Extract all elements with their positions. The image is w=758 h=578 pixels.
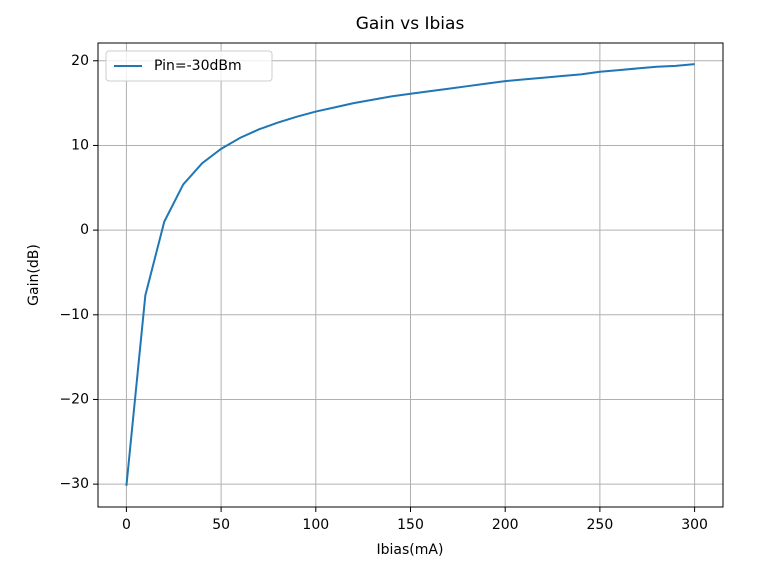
y-tick-label: 0 (80, 222, 89, 238)
x-tick-label: 0 (122, 517, 131, 533)
x-tick-label: 250 (587, 517, 614, 533)
y-tick-label: −10 (59, 307, 89, 323)
legend-box (105, 50, 273, 82)
x-tick-label: 300 (681, 517, 708, 533)
y-axis-label: Gain(dB) (26, 244, 42, 306)
y-tick-label: 20 (71, 53, 89, 69)
line (125, 63, 695, 486)
y-tick-label: 10 (71, 137, 89, 153)
y-tick-label: −30 (59, 476, 89, 492)
x-tick-label: 100 (302, 517, 329, 533)
plot-frame (97, 42, 724, 508)
x-tick-label: 200 (492, 517, 519, 533)
x-tick-label: 50 (212, 517, 230, 533)
x-tick-label: 150 (397, 517, 424, 533)
legend-label: Pin=-30dBm (154, 58, 242, 74)
y-tick-label: −20 (59, 391, 89, 407)
chart-title: Gain vs Ibias (356, 14, 465, 34)
x-axis-label: Ibias(mA) (377, 542, 444, 558)
